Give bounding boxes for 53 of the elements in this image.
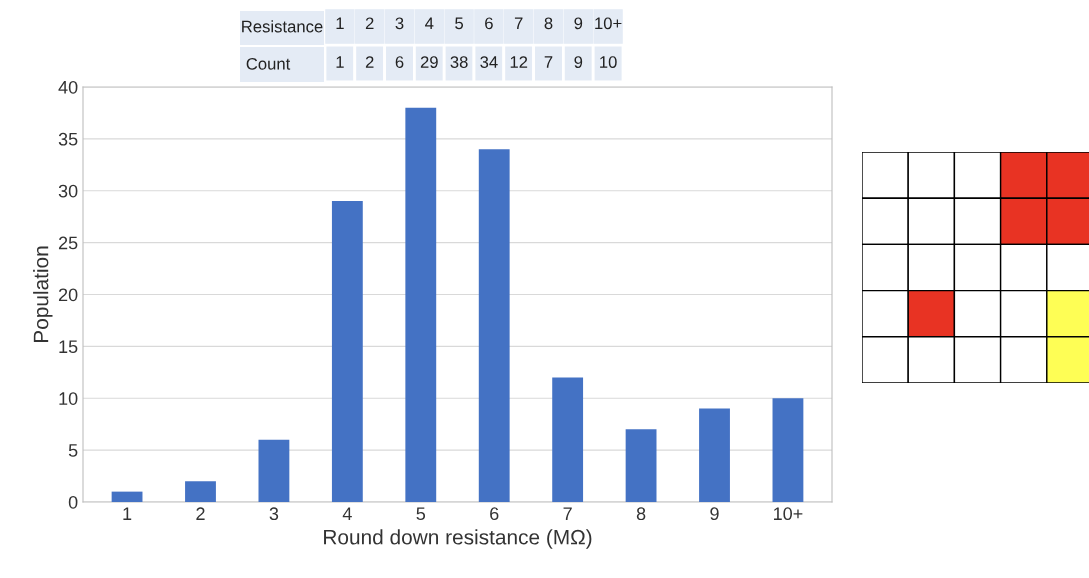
y-tick-label: 0 <box>68 495 78 509</box>
x-tick-label: 9 <box>710 507 719 521</box>
bar <box>772 398 804 502</box>
x-tick-label: 4 <box>342 507 352 520</box>
data-label: 9 <box>574 56 583 68</box>
y-tick-label: Count <box>246 57 291 70</box>
y-tick-label: 15 <box>59 340 78 354</box>
x-tick-label: 5 <box>455 17 464 30</box>
bar <box>185 481 216 502</box>
x-tick-label: 9 <box>574 17 583 30</box>
x-tick-label: 3 <box>395 17 404 30</box>
x-tick-label: 8 <box>636 507 646 521</box>
data-label: 2 <box>365 56 374 68</box>
bar <box>699 408 730 502</box>
x-tick-label: 1 <box>123 507 132 520</box>
bar <box>625 429 657 502</box>
x-tick-label: 10+ <box>774 507 803 521</box>
y-tick-label: 10 <box>59 392 78 405</box>
bar <box>405 107 437 502</box>
y-axis-title: Population <box>33 246 53 343</box>
data-label: 29 <box>420 56 438 68</box>
x-tick-label: 2 <box>365 17 374 30</box>
y-tick-label: 5 <box>68 444 78 457</box>
bar <box>552 377 584 502</box>
bar <box>258 439 290 502</box>
x-tick-label: 6 <box>485 17 493 30</box>
y-tick-label: 20 <box>58 288 78 302</box>
x-tick-label: 8 <box>544 17 553 30</box>
x-tick-label: 10+ <box>595 17 622 30</box>
bar <box>478 149 510 502</box>
data-label: 7 <box>544 56 553 68</box>
y-tick-label: 30 <box>58 184 78 198</box>
x-axis-title: Round down resistance (MΩ) <box>324 529 592 549</box>
data-label: 12 <box>510 56 528 68</box>
data-label: 34 <box>480 56 498 68</box>
x-tick-label: 1 <box>336 17 344 30</box>
data-label: 38 <box>450 56 468 68</box>
x-tick-label: 6 <box>490 507 499 521</box>
x-tick-label: 5 <box>416 507 426 521</box>
x-axis-title: Resistance <box>242 20 323 33</box>
x-tick-label: 4 <box>425 17 434 30</box>
data-label: 1 <box>336 56 344 68</box>
y-tick-label: 25 <box>58 236 78 250</box>
y-tick-label: 40 <box>58 80 78 94</box>
x-tick-label: 3 <box>269 507 279 521</box>
x-tick-label: 7 <box>514 17 523 30</box>
x-tick-label: 2 <box>196 507 205 520</box>
x-tick-label: 7 <box>563 507 572 520</box>
bar <box>331 201 363 502</box>
data-label: 6 <box>395 56 404 68</box>
data-label: 10 <box>600 56 617 68</box>
bar <box>111 491 143 502</box>
y-tick-label: 35 <box>58 132 78 146</box>
